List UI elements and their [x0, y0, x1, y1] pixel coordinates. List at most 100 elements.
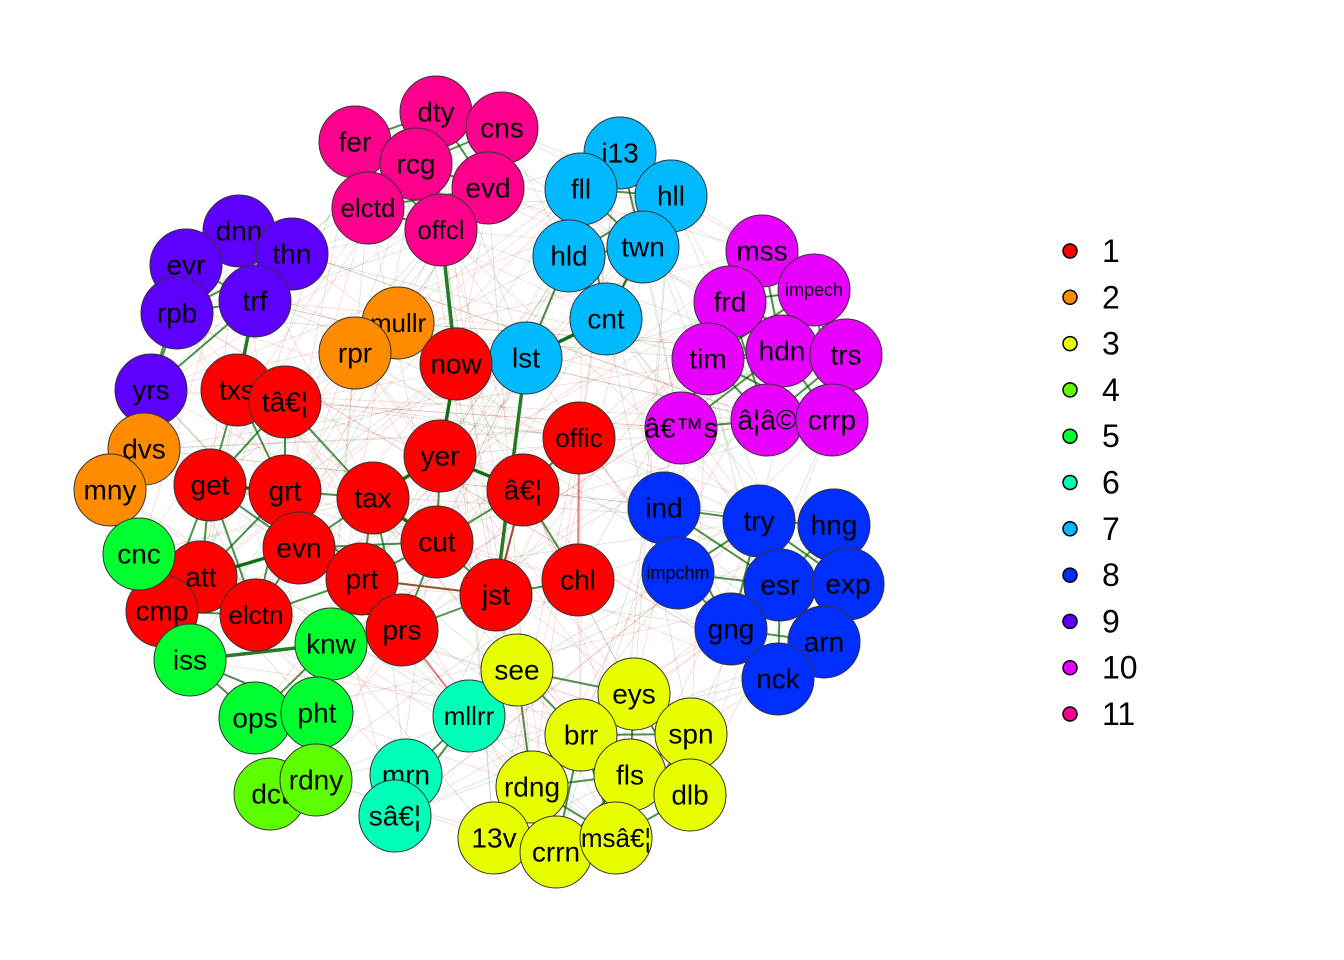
node-msa: msâ€¦	[579, 801, 653, 875]
node-try: try	[722, 484, 796, 558]
node-label: eys	[612, 679, 656, 710]
legend-item-9: 9	[1062, 603, 1120, 639]
node-v13: 13v	[457, 801, 531, 875]
node-label: rdny	[289, 765, 343, 796]
node-spn: spn	[654, 697, 728, 771]
node-circle	[404, 193, 478, 267]
node-rpb: rpb	[140, 276, 214, 350]
legend-swatch	[1062, 474, 1078, 491]
node-label: 13v	[471, 823, 516, 854]
node-label: frd	[714, 287, 747, 318]
node-ams: â€™s	[644, 391, 718, 465]
node-circle	[653, 758, 727, 832]
node-label: knw	[306, 629, 357, 660]
edge	[495, 594, 732, 630]
node-label: rdng	[504, 772, 560, 803]
node-label: fll	[571, 174, 591, 205]
node-circle	[400, 505, 474, 579]
node-label: crrp	[808, 405, 856, 436]
edge	[619, 152, 682, 429]
node-label: brr	[564, 720, 598, 751]
node-label: grt	[269, 476, 302, 507]
node-evn: evn	[262, 511, 336, 585]
node-label: arn	[804, 627, 844, 658]
node-circle	[777, 253, 851, 327]
node-label: rcg	[397, 149, 436, 180]
node-elctn: elctn	[219, 578, 293, 652]
legend-label: 8	[1102, 557, 1120, 593]
node-circle	[495, 750, 569, 824]
node-circle	[336, 461, 410, 535]
edge	[284, 401, 682, 429]
legend-item-7: 7	[1062, 511, 1120, 547]
node-hld: hld	[532, 219, 606, 293]
node-circle	[569, 282, 643, 356]
node-label: msâ€¦	[581, 823, 651, 853]
node-aia: â¦â©	[730, 383, 804, 457]
legend-item-1: 1	[1062, 233, 1120, 269]
legend-swatch	[1062, 613, 1078, 630]
node-circle	[262, 511, 336, 585]
node-label: elctd	[341, 193, 396, 223]
legend-item-3: 3	[1062, 326, 1120, 362]
edge	[284, 401, 580, 439]
node-chl: chl	[541, 543, 615, 617]
node-ind: ind	[627, 471, 701, 545]
node-circle	[73, 453, 147, 527]
edge	[138, 497, 374, 555]
legend-swatch	[1062, 289, 1078, 306]
legend-label: 9	[1102, 603, 1120, 639]
legend-swatch	[1062, 659, 1078, 676]
legend-label: 10	[1102, 650, 1138, 686]
node-circle	[741, 642, 815, 716]
node-see: see	[480, 633, 554, 707]
node-knw: knw	[294, 607, 368, 681]
node-label: â€™s	[644, 413, 717, 444]
node-label: spn	[668, 719, 713, 750]
node-circle	[459, 558, 533, 632]
node-label: mny	[84, 475, 137, 506]
node-label: get	[191, 470, 230, 501]
node-label: prt	[346, 564, 379, 595]
node-label: cns	[480, 113, 524, 144]
node-circle	[419, 327, 493, 401]
node-fll: fll	[544, 152, 618, 226]
node-label: tâ€¦	[262, 387, 308, 418]
node-crrp: crrp	[795, 383, 869, 457]
node-label: hld	[550, 241, 587, 272]
node-label: iss	[173, 645, 207, 676]
node-circle	[325, 542, 399, 616]
node-rdny: rdny	[279, 743, 353, 817]
node-impech: impech	[777, 253, 851, 327]
legend-item-5: 5	[1062, 418, 1120, 454]
node-circle	[218, 264, 292, 338]
node-label: trs	[830, 340, 861, 371]
node-label: hdn	[759, 336, 806, 367]
node-circle	[641, 536, 715, 610]
node-label: hll	[657, 181, 685, 212]
node-ops: ops	[218, 681, 292, 755]
node-label: ind	[645, 493, 682, 524]
legend-swatch	[1062, 382, 1078, 398]
node-circle	[541, 543, 615, 617]
node-label: dty	[417, 97, 454, 128]
node-circle	[579, 801, 653, 875]
node-offcl: offcl	[404, 193, 478, 267]
node-nck: nck	[741, 642, 815, 716]
node-cns: cns	[465, 91, 539, 165]
node-evd: evd	[451, 151, 525, 225]
node-label: try	[743, 506, 774, 537]
node-get: get	[173, 448, 247, 522]
node-circle	[153, 623, 227, 697]
node-label: gng	[708, 614, 755, 645]
legend-item-8: 8	[1062, 557, 1120, 593]
node-circle	[379, 127, 453, 201]
node-label: pht	[298, 698, 337, 729]
node-label: tim	[689, 344, 726, 375]
node-label: fls	[616, 760, 644, 791]
node-eys: eys	[597, 657, 671, 731]
edge	[200, 363, 457, 578]
node-circle	[795, 383, 869, 457]
node-circle	[365, 593, 439, 667]
node-label: impchm	[646, 563, 709, 583]
